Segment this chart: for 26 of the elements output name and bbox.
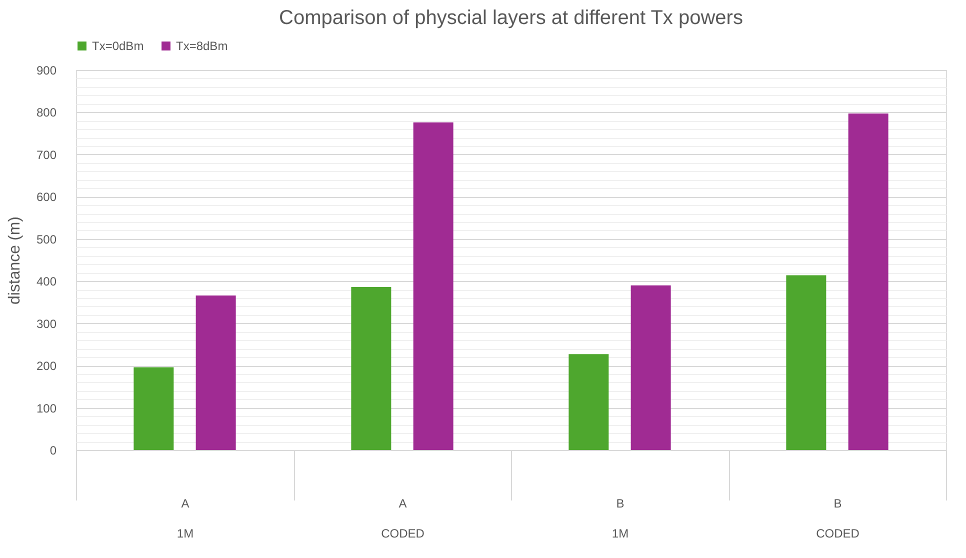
- bar: [196, 295, 236, 450]
- legend-label: Tx=8dBm: [176, 39, 228, 53]
- y-tick-label: 600: [36, 190, 57, 204]
- bar: [413, 122, 454, 450]
- y-tick-label: 0: [50, 444, 57, 458]
- bar: [786, 275, 826, 450]
- bar: [630, 285, 671, 450]
- category-label: B CODED: [816, 496, 860, 540]
- y-tick-label: 900: [36, 64, 57, 78]
- bar: [848, 113, 888, 450]
- chart-title: Comparison of physcial layers at different Tx powers: [279, 7, 743, 29]
- y-tick-label: 400: [36, 274, 57, 289]
- category-label: A CODED: [381, 496, 424, 540]
- category-label: A 1M: [176, 496, 194, 540]
- y-tick-label: 500: [36, 232, 57, 246]
- legend-label: Tx=0dBm: [92, 39, 144, 53]
- y-tick-label: 300: [36, 316, 57, 331]
- y-tick-label: 200: [36, 359, 57, 374]
- bar: [134, 367, 174, 450]
- bar: [568, 354, 609, 450]
- y-tick-label: 100: [36, 401, 57, 416]
- bar: [351, 287, 392, 450]
- category-label: B 1M: [612, 496, 629, 540]
- y-tick-label: 800: [36, 106, 57, 120]
- y-axis-title: distance (m): [6, 216, 24, 305]
- y-tick-label: 700: [36, 148, 57, 162]
